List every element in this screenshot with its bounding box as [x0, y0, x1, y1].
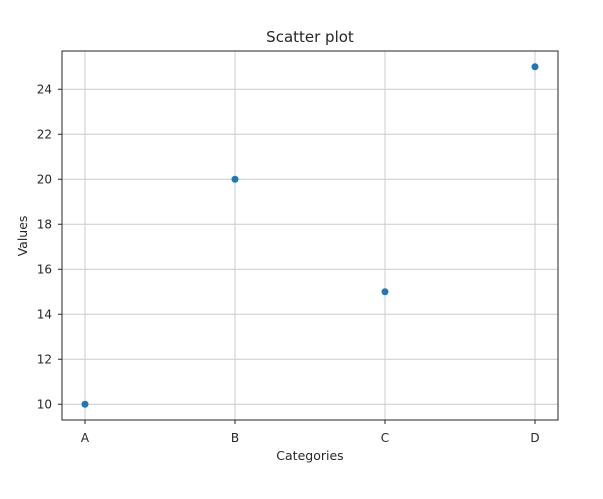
y-tick-label: 22	[37, 127, 52, 141]
y-tick-label: 24	[37, 82, 52, 96]
points-layer	[81, 63, 539, 408]
y-tick-label: 18	[37, 217, 52, 231]
y-tick-label: 10	[37, 397, 52, 411]
x-tick-label: B	[231, 431, 239, 445]
y-tick-label: 16	[37, 262, 52, 276]
ticks-layer: A B C D 10 12 14 16 18 20 22 24	[37, 82, 540, 445]
grid-layer	[62, 51, 558, 420]
scatter-point-b	[231, 175, 239, 183]
x-axis-label: Categories	[276, 448, 343, 463]
x-tick-label: D	[530, 431, 539, 445]
y-axis-label: Values	[15, 216, 30, 257]
scatter-point-c	[381, 288, 389, 296]
x-tick-label: C	[381, 431, 389, 445]
x-tick-label: A	[81, 431, 90, 445]
scatter-point-a	[81, 400, 89, 408]
chart-title: Scatter plot	[266, 28, 354, 46]
y-tick-label: 12	[37, 352, 52, 366]
scatter-point-d	[531, 63, 539, 71]
y-tick-label: 20	[37, 172, 52, 186]
y-tick-label: 14	[37, 307, 52, 321]
plot-frame	[61, 50, 559, 421]
